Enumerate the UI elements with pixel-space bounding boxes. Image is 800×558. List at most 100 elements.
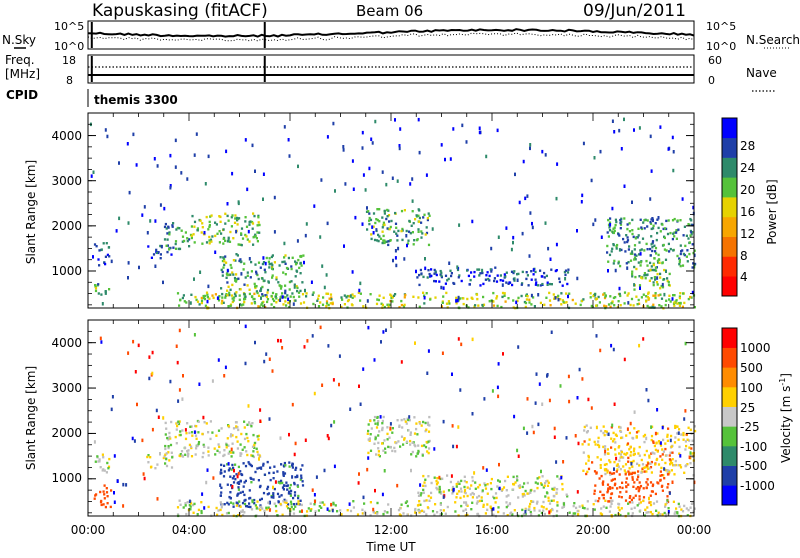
- scatter-cell: [460, 279, 463, 283]
- scatter-cell: [663, 248, 666, 251]
- scatter-cell: [300, 476, 303, 480]
- scatter-cell: [674, 459, 677, 463]
- scatter-cell: [284, 284, 287, 287]
- scatter-cell: [382, 330, 385, 334]
- scatter-cell: [270, 255, 273, 259]
- scatter-cell: [204, 304, 207, 307]
- scatter-cell: [383, 223, 386, 226]
- scatter-cell: [155, 248, 158, 252]
- scatter-cell: [611, 499, 614, 502]
- scatter-cell: [646, 304, 649, 308]
- scatter-cell: [230, 484, 233, 487]
- scatter-cell: [195, 298, 198, 302]
- scatter-cell: [253, 302, 257, 305]
- scatter-cell: [383, 209, 386, 213]
- scatter-cell: [378, 235, 381, 238]
- scatter-cell: [526, 492, 529, 495]
- scatter-cell: [594, 218, 597, 222]
- scatter-cell: [628, 245, 631, 248]
- scatter-cell: [523, 482, 526, 485]
- scatter-cell: [412, 295, 415, 298]
- scatter-cell: [627, 456, 630, 460]
- scatter-cell: [92, 170, 95, 174]
- scatter-cell: [207, 228, 210, 231]
- scatter-cell: [459, 496, 462, 500]
- scatter-cell: [279, 296, 282, 299]
- scatter-cell: [346, 294, 349, 298]
- scatter-cell: [229, 230, 232, 234]
- scatter-cell: [641, 237, 645, 240]
- scatter-cell: [170, 253, 173, 256]
- scatter-cell: [93, 440, 96, 444]
- scatter-cell: [260, 303, 263, 306]
- scatter-cell: [357, 481, 360, 485]
- scatter-cell: [646, 248, 649, 251]
- scatter-cell: [691, 502, 694, 505]
- scatter-cell: [526, 295, 529, 298]
- scatter-cell: [338, 382, 340, 387]
- scatter-cell: [185, 301, 188, 304]
- scatter-cell: [321, 501, 324, 504]
- scatter-cell: [662, 450, 665, 453]
- scatter-cell: [392, 294, 396, 297]
- scatter-cell: [609, 217, 612, 220]
- scatter-cell: [602, 425, 605, 428]
- scatter-cell: [175, 344, 178, 348]
- scatter-cell: [627, 483, 630, 486]
- scatter-cell: [419, 494, 422, 497]
- scatter-cell: [545, 480, 548, 483]
- scatter-cell: [496, 274, 499, 277]
- scatter-cell: [362, 367, 365, 371]
- scatter-cell: [420, 236, 423, 239]
- scatter-cell: [442, 490, 445, 493]
- scatter-cell: [632, 304, 635, 307]
- scatter-cell: [220, 463, 223, 467]
- scatter-cell: [193, 241, 196, 244]
- scatter-cell: [256, 240, 259, 243]
- scatter-cell: [638, 464, 641, 467]
- scatter-cell: [147, 245, 150, 248]
- scatter-cell: [533, 506, 536, 510]
- scatter-cell: [415, 238, 419, 242]
- scatter-cell: [579, 303, 582, 307]
- scatter-cell: [280, 479, 283, 483]
- scatter-cell: [595, 304, 598, 307]
- velocity-cb-tick-m1000: -1000: [740, 479, 775, 493]
- scatter-cell: [535, 502, 539, 505]
- scatter-cell: [377, 298, 380, 302]
- scatter-cell: [224, 212, 227, 215]
- scatter-cell: [581, 377, 584, 381]
- scatter-cell: [605, 463, 608, 466]
- scatter-cell: [576, 396, 579, 400]
- scatter-cell: [461, 123, 464, 128]
- scatter-cell: [422, 491, 425, 494]
- scatter-cell: [655, 500, 659, 503]
- scatter-cell: [668, 458, 671, 461]
- scatter-cell: [602, 480, 605, 483]
- scatter-cell: [423, 444, 426, 447]
- scatter-cell: [649, 261, 652, 265]
- scatter-cell: [382, 449, 385, 452]
- scatter-cell: [505, 271, 508, 274]
- scatter-cell: [633, 244, 637, 247]
- scatter-cell: [427, 475, 430, 478]
- scatter-cell: [530, 303, 533, 306]
- scatter-cell: [220, 287, 223, 290]
- scatter-cell: [240, 227, 244, 230]
- scatter-cell: [103, 493, 106, 496]
- scatter-cell: [637, 227, 640, 230]
- scatter-cell: [202, 415, 205, 420]
- scatter-cell: [664, 303, 667, 307]
- scatter-cell: [182, 374, 184, 378]
- scatter-cell: [672, 294, 675, 297]
- scatter-cell: [164, 222, 167, 226]
- scatter-cell: [408, 419, 411, 422]
- scatter-cell: [181, 235, 185, 238]
- scatter-cell: [653, 276, 656, 279]
- scatter-cell: [376, 298, 379, 301]
- scatter-cell: [192, 233, 195, 236]
- scatter-cell: [113, 491, 115, 495]
- scatter-cell: [298, 266, 301, 270]
- scatter-cell: [646, 295, 649, 299]
- scatter-cell: [656, 231, 659, 235]
